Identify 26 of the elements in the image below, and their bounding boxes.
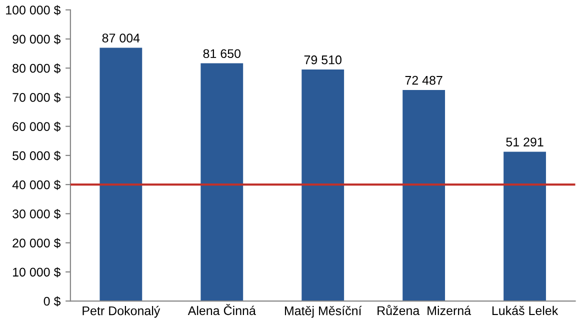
data-label: 72 487 <box>405 76 442 85</box>
data-label: 81 650 <box>203 49 241 58</box>
y-tick-label: 40 000 $ <box>12 180 61 190</box>
data-label: 51 291 <box>506 138 544 146</box>
data-label: 87 004 <box>102 34 140 42</box>
y-tick-label: 20 000 $ <box>12 238 61 248</box>
x-tick-label: Růžena Mizerná <box>378 304 472 316</box>
data-label: 79 510 <box>304 55 342 64</box>
y-tick-label: 90 000 $ <box>12 34 61 44</box>
y-tick-label: 70 000 $ <box>12 92 61 103</box>
bar <box>100 48 142 302</box>
y-tick-label: 0 $ <box>44 296 61 306</box>
y-tick-label: 10 000 $ <box>13 267 61 278</box>
y-tick-label: 100 000 $ <box>6 5 61 16</box>
y-tick-label: 30 000 $ <box>12 208 61 220</box>
bar <box>302 70 344 302</box>
y-tick-label: 50 000 $ <box>12 150 61 161</box>
y-tick-label: 60 000 $ <box>12 122 61 132</box>
x-tick-label: Matěj Měsíční <box>284 306 362 318</box>
x-tick-label: Lukáš Lelek <box>492 306 558 316</box>
x-tick-label: Alena Činná <box>188 304 256 316</box>
y-tick-label: 80 000 $ <box>12 63 61 74</box>
bar <box>402 90 446 302</box>
bar <box>504 152 546 302</box>
x-tick-label: Petr Dokonalý <box>82 306 160 318</box>
bar <box>200 63 244 302</box>
